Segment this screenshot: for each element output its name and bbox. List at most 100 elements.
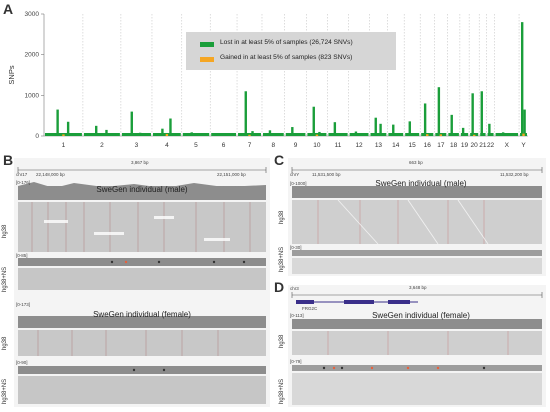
d-chrom: chr3 [290, 286, 299, 291]
baseline-band [238, 133, 261, 136]
y-tick-label: 3000 [25, 11, 40, 18]
gained-snv-bar [439, 134, 443, 136]
chromosome-label: 19 [461, 142, 469, 149]
b-end: 22,151,000 bp [217, 172, 246, 177]
b-male-ns-track-label: hg38+NS [2, 266, 8, 292]
baseline-band [211, 133, 237, 136]
d-hg38-range: [0-113] [290, 313, 304, 318]
baseline-band [388, 133, 404, 136]
baseline-band [495, 133, 519, 136]
lost-snv-bar [190, 132, 193, 136]
chromosome-label: 18 [450, 142, 458, 149]
c-span: 663 bp [409, 160, 423, 165]
legend-gained-label: Gained in at least 5% of samples (823 SN… [220, 54, 353, 61]
b-male-hg38-track-label: hg38 [2, 224, 8, 238]
gained-snv-bar [522, 133, 525, 136]
chromosome-label: 12 [355, 142, 363, 149]
chromosome-label: 1 [62, 142, 66, 149]
lost-snv-bar [471, 93, 474, 136]
legend-gained-swatch [200, 57, 214, 62]
d-gene-label: FRG2C [302, 306, 318, 311]
chromosome-label: 6 [222, 142, 226, 149]
d-ns-range: [0-79] [290, 359, 302, 364]
c-hg38-track-label: hg38 [279, 210, 285, 224]
c-start: 11,531,500 bp [312, 172, 341, 177]
lost-snv-bar [520, 22, 524, 137]
baseline-band [487, 133, 494, 136]
chart-legend: Lost in at least 5% of samples (26,724 S… [186, 32, 396, 70]
chromosome-label: 20 [471, 142, 479, 149]
b-start: 22,148,000 bp [36, 172, 65, 177]
chromosome-label: 22 [487, 142, 495, 149]
chromosome-label: 7 [248, 142, 252, 149]
baseline-band [405, 133, 420, 136]
c-ns-track-label: hg38+NS [279, 246, 285, 272]
chromosome-label: 14 [392, 142, 400, 149]
gained-snv-bar [62, 134, 65, 136]
chromosome-label: 13 [375, 142, 383, 149]
b-female-hg38-track-label: hg38 [2, 336, 8, 350]
chromosome-label: 21 [479, 142, 487, 149]
lost-snv-bar [392, 124, 395, 136]
igv-b-canvas [17, 167, 267, 404]
baseline-band [307, 133, 327, 136]
b-female-hg38-range: [0-173] [16, 302, 31, 307]
gained-snv-bar [426, 134, 429, 136]
c-chrom: chrY [290, 172, 300, 177]
legend-lost-label: Lost in at least 5% of samples (26,724 S… [220, 39, 353, 46]
panel-label-a: A [3, 1, 14, 17]
igv-d-canvas [291, 292, 543, 405]
chromosome-label: 10 [313, 142, 321, 149]
panel-label-d: D [274, 279, 285, 295]
lost-snv-bar [218, 133, 221, 136]
baseline-band [328, 133, 348, 136]
lost-snv-bar [461, 127, 465, 136]
lost-snv-bar [130, 111, 133, 136]
lost-snv-bar [501, 132, 505, 136]
d-span: 3,648 bp [409, 285, 427, 290]
chromosome-label: 3 [135, 142, 139, 149]
baseline-band [262, 133, 284, 136]
b-male-hg38-range: [0-176] [16, 180, 31, 185]
chromosome-label: 5 [194, 142, 198, 149]
lost-snv-bar [450, 114, 453, 136]
gained-snv-bar [315, 134, 319, 136]
lost-snv-bar [480, 91, 483, 136]
lost-snv-bar [268, 130, 272, 136]
chromosome-label: 2 [100, 142, 104, 149]
baseline-band [285, 133, 306, 136]
lost-snv-bar [408, 121, 411, 136]
gained-snv-bar [165, 133, 169, 136]
lost-snv-bar [354, 131, 358, 136]
baseline-band [182, 133, 210, 136]
lost-snv-bar [523, 109, 526, 136]
baseline-band [121, 133, 151, 136]
lost-snv-bar [244, 91, 247, 136]
lost-snv-bar [437, 87, 441, 136]
panel-label-c: C [274, 152, 285, 168]
b-female-title: SweGen individual (female) [93, 310, 191, 319]
b-male-title: SweGen individual (male) [96, 185, 188, 194]
chromosome-label: Y [521, 142, 526, 149]
lost-snv-bar [318, 131, 321, 136]
chromosome-label: 9 [294, 142, 298, 149]
chromosome-label: 11 [335, 142, 342, 149]
lost-snv-bar [56, 109, 59, 136]
y-tick-label: 1000 [25, 92, 40, 99]
b-male-ns-range: [0-85] [16, 253, 28, 258]
lost-snv-bar [169, 118, 172, 136]
b-female-ns-track-label: hg38+NS [2, 378, 8, 404]
baseline-band [470, 133, 479, 136]
igv-c-canvas [291, 167, 543, 274]
baseline-band [370, 133, 387, 136]
lost-snv-bar [105, 129, 108, 136]
lost-snv-bar [291, 127, 294, 136]
lost-snv-bar [379, 123, 382, 136]
lost-snv-bar [312, 106, 315, 136]
lost-snv-bar [138, 132, 142, 136]
baseline-band [448, 133, 459, 136]
lost-snv-bar [95, 125, 98, 136]
b-female-ns-range: [0-90] [16, 360, 28, 365]
chromosome-label: 8 [272, 142, 276, 149]
